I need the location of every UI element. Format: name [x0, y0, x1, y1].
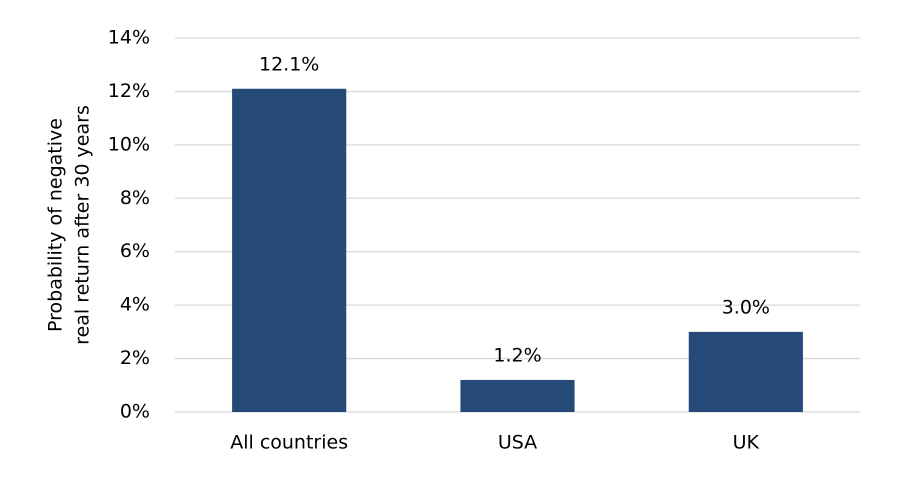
- data-label: 3.0%: [722, 296, 770, 318]
- y-axis-title: Probability of negative real return afte…: [45, 105, 94, 345]
- y-tick-label: 8%: [120, 187, 150, 209]
- y-tick-label: 12%: [108, 80, 150, 102]
- x-tick-label: USA: [498, 432, 537, 454]
- y-tick-label: 2%: [120, 347, 150, 369]
- y-tick-label: 0%: [120, 401, 150, 423]
- y-tick-label: 6%: [120, 240, 150, 262]
- y-tick-label: 10%: [108, 133, 150, 155]
- x-tick-label: All countries: [230, 432, 348, 454]
- y-axis-title-line: Probability of negative: [45, 118, 67, 332]
- data-label: 1.2%: [493, 344, 541, 366]
- y-tick-label: 4%: [120, 294, 150, 316]
- data-label: 12.1%: [259, 53, 319, 75]
- bar: [688, 331, 803, 412]
- x-tick-label: UK: [733, 432, 760, 454]
- y-axis-title-line: real return after 30 years: [72, 105, 94, 345]
- bar: [232, 88, 347, 412]
- bar: [460, 379, 575, 412]
- y-tick-label: 14%: [108, 27, 150, 49]
